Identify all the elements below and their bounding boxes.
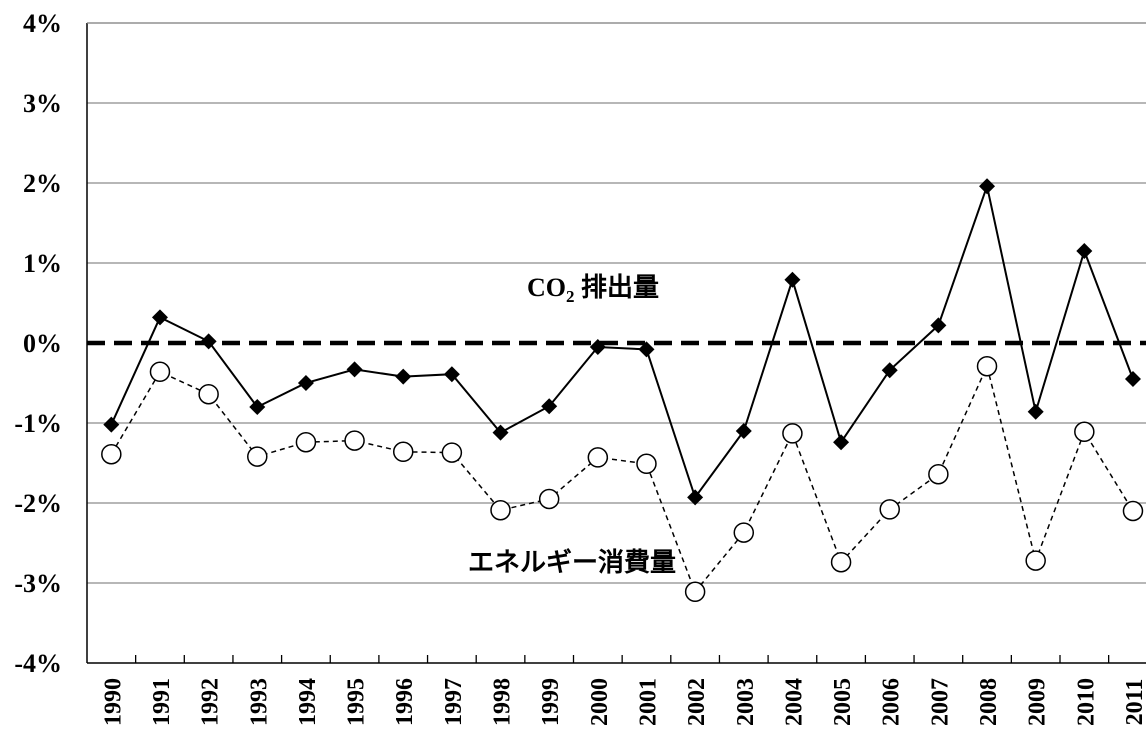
series-label-energy: エネルギー消費量 [468, 548, 676, 577]
co2-point [297, 375, 314, 391]
y-tick-label: -4% [14, 649, 62, 678]
co2-point [1027, 403, 1044, 420]
energy-point [1122, 500, 1144, 522]
series-labels: CO2 排出量 エネルギー消費量 [468, 273, 676, 577]
x-tick-label: 1992 [198, 678, 224, 726]
x-tick-label: 2009 [1025, 678, 1051, 726]
energy-point [247, 446, 268, 467]
x-tick-label: 2003 [733, 678, 759, 726]
x-tick-label: 2006 [879, 678, 905, 726]
co2-point [930, 317, 947, 334]
y-tick-label: 4% [23, 9, 62, 38]
y-tick-label: -3% [14, 569, 62, 598]
series-label-co2: CO2 排出量 [527, 273, 659, 306]
energy-point [198, 383, 219, 405]
energy-point [101, 443, 122, 465]
energy-point [733, 522, 755, 543]
co2-point [541, 398, 558, 415]
co2-point [638, 341, 655, 358]
x-tick-label: 1995 [344, 678, 370, 726]
co2-point [200, 333, 217, 350]
x-tick-label: 2010 [1073, 678, 1099, 726]
energy-point [879, 499, 900, 520]
x-tick-label: 1998 [490, 678, 516, 726]
co2-point [735, 423, 752, 439]
x-tick-label: 2004 [781, 678, 807, 726]
energy-point [295, 431, 317, 453]
x-tick-label: 1999 [538, 678, 564, 726]
co2-point [589, 339, 606, 355]
x-tick-label: 1997 [441, 678, 467, 726]
co2-point [687, 489, 704, 506]
co2-point [346, 361, 363, 378]
y-tick-label: 2% [23, 169, 62, 198]
co2-point [784, 271, 801, 288]
x-tick-label: 1996 [392, 678, 418, 726]
energy-point [538, 488, 560, 510]
energy-series-line [110, 363, 1134, 594]
co2-series-line [110, 182, 1134, 500]
y-tick-label: 3% [23, 89, 62, 118]
gridlines [87, 22, 1146, 584]
co2-point [249, 399, 266, 415]
energy-point [636, 453, 657, 475]
x-tick-label: 2000 [587, 678, 613, 726]
y-tick-label: -2% [14, 489, 62, 518]
x-tick-label: 1993 [246, 678, 272, 726]
co2-point [1124, 371, 1141, 387]
x-tick-label: 1991 [149, 678, 175, 726]
y-tick-label: 1% [23, 249, 62, 278]
energy-point [1074, 421, 1095, 443]
energy-point [392, 441, 414, 463]
x-tick-label: 2007 [927, 678, 953, 726]
co2-point [833, 434, 850, 451]
energy-point [684, 581, 706, 603]
energy-point [441, 442, 463, 463]
co2-point [1076, 243, 1093, 259]
x-tick-label: 2011 [1122, 679, 1146, 726]
energy-point [344, 430, 365, 451]
y-axis-ticks: -4% -3% -2% -1% 0% 1% 2% 3% 4% [14, 9, 62, 678]
co2-point [492, 424, 509, 441]
energy-point [928, 463, 949, 485]
energy-point [976, 355, 998, 377]
x-tick-label: 1994 [295, 678, 321, 726]
co2-point [979, 178, 996, 195]
x-tick-label: 2005 [830, 678, 856, 726]
co2-point [443, 366, 460, 383]
x-tick-label: 2001 [635, 678, 661, 726]
y-tick-label: 0% [23, 329, 62, 358]
energy-point [830, 551, 852, 573]
energy-point [782, 423, 803, 444]
x-tick-label: 1990 [100, 678, 126, 726]
co2-point [151, 309, 168, 326]
axes [86, 22, 1146, 664]
co2-point [395, 368, 412, 385]
energy-point [149, 361, 171, 383]
x-tick-label: 2002 [684, 678, 710, 726]
x-axis-ticks: 1990 1991 1992 1993 1994 1995 1996 1997 1998 1999… [100, 678, 1146, 726]
x-tick-label: 2008 [976, 678, 1002, 726]
co2-point [103, 416, 120, 433]
y-tick-label: -1% [14, 409, 62, 438]
series-group [101, 178, 1144, 603]
energy-point [587, 447, 609, 468]
energy-point [1025, 550, 1046, 571]
energy-point [490, 499, 511, 521]
co2-point [881, 362, 898, 379]
